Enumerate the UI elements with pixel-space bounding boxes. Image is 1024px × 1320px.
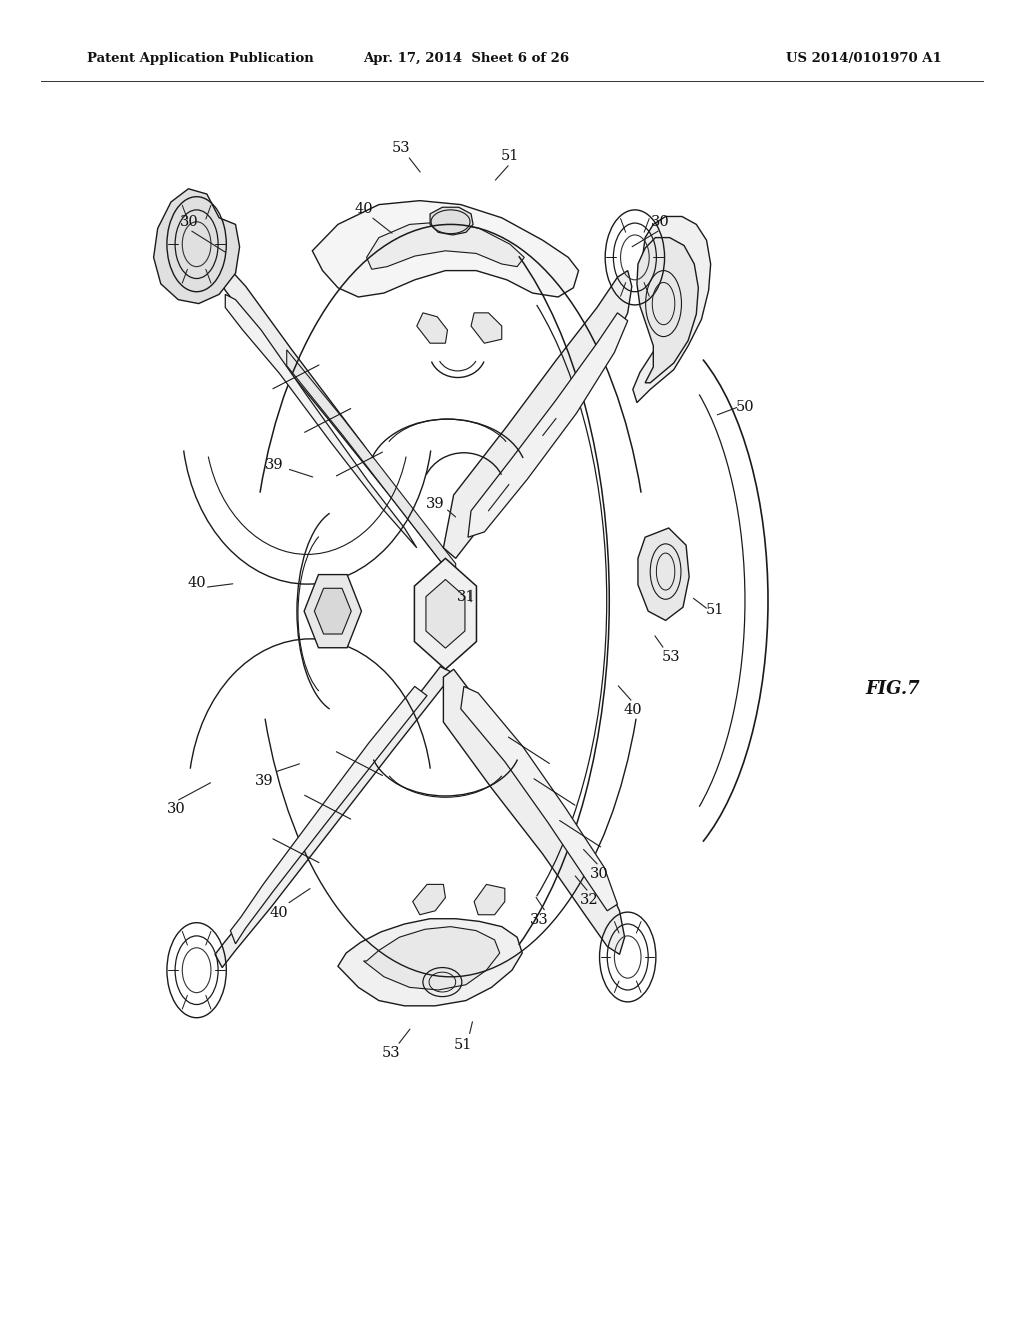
- Text: 39: 39: [426, 498, 444, 511]
- Text: 40: 40: [269, 907, 288, 920]
- Polygon shape: [426, 579, 465, 648]
- Polygon shape: [471, 313, 502, 343]
- Polygon shape: [230, 686, 427, 944]
- Polygon shape: [338, 919, 522, 1006]
- Polygon shape: [215, 667, 454, 968]
- Text: 30: 30: [651, 215, 670, 228]
- Polygon shape: [474, 884, 505, 915]
- Text: 53: 53: [662, 651, 680, 664]
- Text: 30: 30: [590, 867, 608, 880]
- Text: 51: 51: [706, 603, 724, 616]
- Polygon shape: [154, 189, 240, 304]
- Polygon shape: [312, 201, 579, 297]
- Text: 39: 39: [255, 775, 273, 788]
- Text: 40: 40: [187, 577, 206, 590]
- Polygon shape: [430, 207, 473, 235]
- Text: FIG.7: FIG.7: [865, 680, 920, 698]
- Text: 51: 51: [454, 1039, 472, 1052]
- Text: 39: 39: [265, 458, 284, 471]
- Polygon shape: [417, 313, 447, 343]
- Polygon shape: [633, 216, 711, 403]
- Text: Patent Application Publication: Patent Application Publication: [87, 53, 313, 65]
- Text: 40: 40: [354, 202, 373, 215]
- Text: 40: 40: [624, 704, 642, 717]
- Text: 53: 53: [392, 141, 411, 154]
- Polygon shape: [367, 222, 524, 269]
- Text: 31: 31: [457, 590, 475, 603]
- Polygon shape: [468, 313, 628, 537]
- Polygon shape: [443, 669, 625, 954]
- Polygon shape: [461, 686, 617, 911]
- Polygon shape: [225, 294, 417, 548]
- Polygon shape: [304, 574, 361, 648]
- Polygon shape: [413, 884, 445, 915]
- Text: 53: 53: [382, 1047, 400, 1060]
- Polygon shape: [215, 257, 445, 561]
- Polygon shape: [637, 238, 698, 383]
- Polygon shape: [314, 589, 351, 634]
- Text: 33: 33: [530, 913, 549, 927]
- Text: 30: 30: [167, 803, 185, 816]
- Polygon shape: [638, 528, 689, 620]
- Text: Apr. 17, 2014  Sheet 6 of 26: Apr. 17, 2014 Sheet 6 of 26: [362, 53, 569, 65]
- Polygon shape: [415, 558, 476, 669]
- Text: US 2014/0101970 A1: US 2014/0101970 A1: [786, 53, 942, 65]
- Polygon shape: [287, 350, 456, 581]
- Text: 30: 30: [180, 215, 199, 228]
- Polygon shape: [443, 271, 632, 558]
- Text: 50: 50: [736, 400, 755, 413]
- Polygon shape: [364, 927, 500, 990]
- Text: 51: 51: [501, 149, 519, 162]
- Text: 32: 32: [580, 894, 598, 907]
